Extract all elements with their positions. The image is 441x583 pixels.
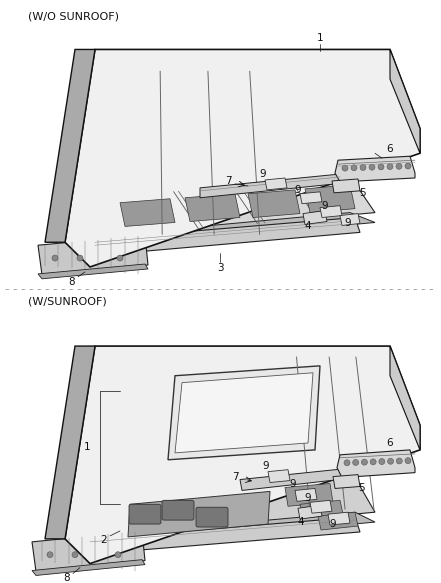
Circle shape — [379, 459, 385, 465]
Polygon shape — [337, 450, 415, 477]
Polygon shape — [335, 156, 415, 182]
Circle shape — [362, 459, 367, 465]
Text: 9: 9 — [260, 169, 266, 179]
Text: (W/O SUNROOF): (W/O SUNROOF) — [28, 12, 119, 22]
Circle shape — [387, 164, 393, 170]
Polygon shape — [340, 213, 360, 226]
Text: 8: 8 — [69, 277, 75, 287]
Polygon shape — [45, 50, 95, 243]
Polygon shape — [38, 264, 148, 279]
Circle shape — [77, 255, 83, 261]
FancyBboxPatch shape — [129, 504, 161, 524]
Polygon shape — [200, 174, 345, 198]
Polygon shape — [310, 500, 332, 513]
Polygon shape — [295, 489, 317, 501]
Text: 9: 9 — [345, 219, 351, 229]
Polygon shape — [32, 560, 145, 575]
Text: 9: 9 — [290, 479, 296, 489]
Text: 1: 1 — [84, 442, 90, 452]
Circle shape — [47, 552, 53, 558]
Polygon shape — [168, 366, 320, 460]
Circle shape — [405, 458, 411, 463]
Polygon shape — [120, 199, 175, 226]
Polygon shape — [248, 190, 300, 217]
Polygon shape — [303, 210, 327, 224]
Circle shape — [115, 552, 121, 558]
Polygon shape — [390, 346, 420, 450]
Polygon shape — [305, 185, 355, 213]
Circle shape — [52, 255, 58, 261]
Text: 5: 5 — [360, 188, 366, 198]
Circle shape — [353, 459, 359, 465]
Circle shape — [396, 163, 402, 169]
Polygon shape — [65, 50, 420, 267]
Circle shape — [351, 165, 357, 171]
Polygon shape — [65, 346, 420, 564]
Text: 8: 8 — [64, 574, 70, 583]
Polygon shape — [320, 206, 342, 217]
Text: 9: 9 — [305, 493, 311, 503]
Circle shape — [388, 458, 393, 464]
Circle shape — [72, 552, 78, 558]
Polygon shape — [95, 477, 375, 536]
Polygon shape — [328, 512, 350, 525]
Text: (W/SUNROOF): (W/SUNROOF) — [28, 297, 107, 307]
Text: 6: 6 — [387, 438, 393, 448]
Polygon shape — [265, 178, 287, 190]
Circle shape — [369, 164, 375, 170]
Circle shape — [342, 165, 348, 171]
Polygon shape — [390, 50, 420, 153]
FancyBboxPatch shape — [162, 500, 194, 520]
Circle shape — [378, 164, 384, 170]
Text: 9: 9 — [321, 201, 328, 210]
Polygon shape — [240, 469, 348, 490]
Polygon shape — [105, 176, 375, 236]
Circle shape — [405, 163, 411, 169]
FancyBboxPatch shape — [196, 507, 228, 527]
Polygon shape — [300, 500, 343, 518]
Polygon shape — [128, 491, 270, 537]
Text: 7: 7 — [232, 472, 238, 482]
Polygon shape — [332, 179, 360, 193]
Polygon shape — [95, 512, 375, 546]
Circle shape — [370, 459, 376, 465]
Polygon shape — [318, 512, 358, 530]
Text: 9: 9 — [330, 519, 336, 529]
Circle shape — [396, 458, 402, 464]
Polygon shape — [45, 346, 95, 539]
Polygon shape — [38, 236, 148, 275]
Text: 9: 9 — [295, 185, 301, 195]
Polygon shape — [300, 192, 322, 203]
Polygon shape — [95, 217, 360, 255]
Polygon shape — [185, 194, 240, 222]
Text: 5: 5 — [359, 483, 365, 493]
Polygon shape — [90, 517, 360, 554]
Text: 7: 7 — [224, 176, 232, 186]
Text: 3: 3 — [217, 263, 223, 273]
Polygon shape — [285, 483, 333, 506]
Polygon shape — [268, 470, 290, 483]
Text: 9: 9 — [263, 461, 269, 470]
Circle shape — [344, 460, 350, 466]
Polygon shape — [298, 505, 322, 519]
Circle shape — [117, 255, 123, 261]
Circle shape — [360, 164, 366, 170]
Text: 1: 1 — [317, 33, 323, 43]
Text: 4: 4 — [305, 222, 311, 231]
Polygon shape — [175, 373, 313, 453]
Polygon shape — [333, 475, 360, 489]
Text: 6: 6 — [387, 145, 393, 154]
Text: 4: 4 — [298, 517, 304, 527]
Polygon shape — [32, 531, 145, 571]
Text: 2: 2 — [101, 535, 107, 545]
Polygon shape — [105, 213, 375, 245]
